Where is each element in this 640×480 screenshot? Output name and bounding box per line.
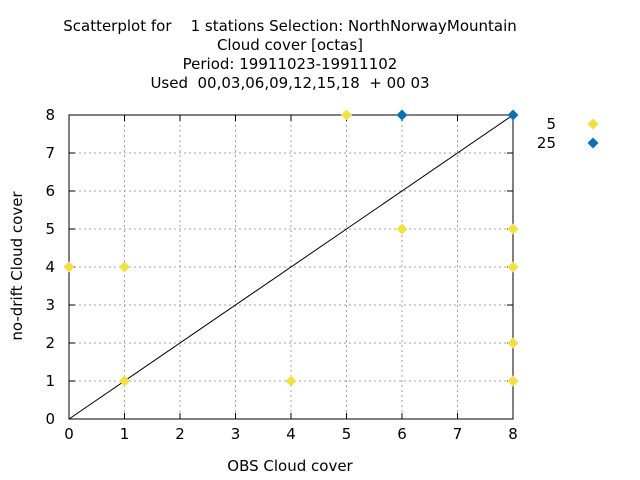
y-tick-label: 4 bbox=[45, 258, 55, 276]
x-tick-label: 0 bbox=[64, 425, 74, 443]
x-tick-label: 6 bbox=[397, 425, 407, 443]
legend: 525 bbox=[537, 115, 599, 152]
x-tick-label: 8 bbox=[508, 425, 518, 443]
x-tick-label: 5 bbox=[342, 425, 352, 443]
y-tick-label: 7 bbox=[45, 144, 55, 162]
legend-label: 25 bbox=[537, 134, 556, 152]
y-tick-label: 3 bbox=[45, 296, 55, 314]
legend-marker bbox=[588, 138, 599, 149]
data-point-series-5 bbox=[119, 262, 130, 273]
x-tick-label: 1 bbox=[120, 425, 130, 443]
x-tick-label: 7 bbox=[453, 425, 463, 443]
data-point-series-5 bbox=[508, 224, 519, 235]
x-tick-labels: 0 1 2 3 4 5 6 7 8 bbox=[64, 425, 518, 443]
y-tick-label: 0 bbox=[45, 410, 55, 428]
data-point-series-5 bbox=[341, 110, 352, 121]
y-axis-label: no-drift Cloud cover bbox=[8, 191, 26, 341]
data-point-series-5 bbox=[508, 376, 519, 387]
data-point-series-5 bbox=[397, 224, 408, 235]
y-tick-labels: 0 1 2 3 4 5 6 7 8 bbox=[45, 106, 55, 428]
legend-label: 5 bbox=[546, 115, 556, 133]
x-tick-label: 3 bbox=[231, 425, 241, 443]
x-axis-label: OBS Cloud cover bbox=[227, 457, 353, 475]
x-tick-label: 2 bbox=[175, 425, 185, 443]
y-tick-label: 5 bbox=[45, 220, 55, 238]
data-point-series-5 bbox=[508, 338, 519, 349]
data-point-series-25 bbox=[508, 110, 519, 121]
data-point-series-5 bbox=[508, 262, 519, 273]
data-point-series-5 bbox=[286, 376, 297, 387]
y-tick-label: 6 bbox=[45, 182, 55, 200]
data-point-series-5 bbox=[119, 376, 130, 387]
y-tick-label: 1 bbox=[45, 372, 55, 390]
y-tick-label: 8 bbox=[45, 106, 55, 124]
y-tick-label: 2 bbox=[45, 334, 55, 352]
data-point-series-25 bbox=[397, 110, 408, 121]
legend-marker bbox=[588, 119, 599, 130]
x-tick-label: 4 bbox=[286, 425, 296, 443]
data-point-series-5 bbox=[64, 262, 75, 273]
